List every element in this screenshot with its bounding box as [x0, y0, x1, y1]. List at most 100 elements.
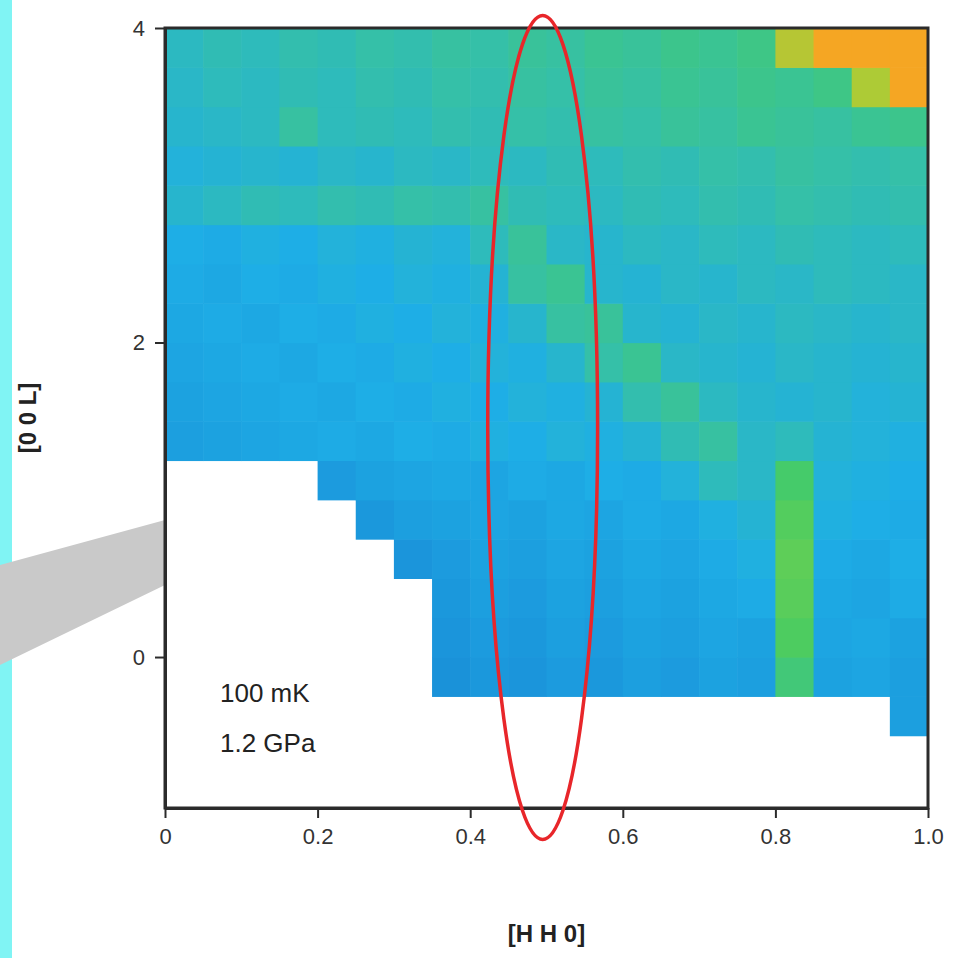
heat-cell: [852, 67, 891, 107]
heat-cell: [661, 28, 700, 68]
heat-cell: [623, 67, 662, 107]
tick-mark: [470, 808, 472, 818]
heat-cell: [394, 28, 433, 68]
heat-cell: [737, 225, 776, 265]
heat-cell: [699, 578, 738, 618]
heat-cell: [852, 500, 891, 540]
heat-cell: [890, 618, 928, 658]
heat-cell: [814, 657, 853, 697]
heat-cell: [814, 500, 853, 540]
heat-cell: [890, 460, 928, 500]
heat-cell: [470, 185, 509, 225]
heat-cell: [508, 382, 547, 422]
heat-cell: [394, 539, 433, 579]
heat-cell: [737, 382, 776, 422]
tick-mark: [775, 808, 777, 818]
heat-cell: [661, 421, 700, 461]
heat-cell: [852, 225, 891, 265]
heat-cell: [699, 500, 738, 540]
heat-cell: [356, 421, 395, 461]
heat-cell: [508, 225, 547, 265]
heat-cell: [241, 421, 280, 461]
heat-cell: [508, 460, 547, 500]
heat-cell: [241, 382, 280, 422]
tick-label: 1.0: [913, 824, 944, 849]
heat-cell: [699, 618, 738, 658]
heat-cell: [279, 343, 318, 383]
side-strip: [0, 0, 12, 958]
heat-cell: [623, 578, 662, 618]
heat-cell: [623, 107, 662, 147]
heat-cell: [623, 421, 662, 461]
heat-cell: [547, 264, 586, 304]
heat-cell: [890, 696, 928, 736]
heat-cell: [890, 539, 928, 579]
heat-cell: [356, 146, 395, 186]
axis-line: [164, 29, 167, 809]
heat-cell: [432, 657, 471, 697]
heat-cell: [318, 343, 357, 383]
tick: 0.8: [761, 808, 792, 849]
heat-cell: [394, 264, 433, 304]
heat-cell: [852, 618, 891, 658]
heat-cell: [279, 67, 318, 107]
tick-label: 4: [133, 16, 145, 41]
heat-cell: [508, 303, 547, 343]
heat-cell: [318, 146, 357, 186]
heat-cell: [279, 225, 318, 265]
heat-cell: [356, 264, 395, 304]
heat-cell: [737, 500, 776, 540]
tick-label: 0.6: [608, 824, 639, 849]
y-axis-title: [0 0 L]: [14, 383, 41, 454]
heat-cell: [623, 28, 662, 68]
heat-cell: [356, 225, 395, 265]
heat-cell: [279, 146, 318, 186]
heat-cell: [852, 107, 891, 147]
heat-cell: [661, 185, 700, 225]
heat-cell: [585, 539, 624, 579]
heat-cell: [814, 185, 853, 225]
heat-cell: [432, 382, 471, 422]
tick-label: 0: [133, 645, 145, 670]
heat-cell: [585, 28, 624, 68]
heat-cell: [547, 67, 586, 107]
heat-cell: [814, 67, 853, 107]
heat-cell: [508, 618, 547, 658]
heat-cell: [165, 185, 204, 225]
heat-cell: [661, 578, 700, 618]
heat-cell: [814, 28, 853, 68]
heat-cell: [699, 460, 738, 500]
heat-cell: [318, 107, 357, 147]
tick: 0: [159, 808, 171, 849]
heat-cell: [661, 460, 700, 500]
heat-cell: [165, 382, 204, 422]
heat-cell: [547, 303, 586, 343]
heat-cell: [585, 67, 624, 107]
cells: [165, 28, 928, 736]
heat-cell: [814, 303, 853, 343]
heat-cell: [623, 618, 662, 658]
heat-cell: [852, 264, 891, 304]
heat-cell: [394, 382, 433, 422]
heat-cell: [318, 28, 357, 68]
heat-cell: [203, 343, 242, 383]
heat-cell: [852, 28, 891, 68]
heat-cell: [165, 67, 204, 107]
heat-cell: [699, 185, 738, 225]
chart: 00.20.40.60.81.0024[H H 0][0 0 L]100 mK1…: [0, 0, 957, 958]
heat-cell: [775, 578, 814, 618]
heat-cell: [165, 343, 204, 383]
heat-cell: [394, 225, 433, 265]
heat-cell: [203, 264, 242, 304]
annotation: 1.2 GPa: [220, 728, 316, 758]
heat-cell: [814, 264, 853, 304]
heat-cell: [737, 657, 776, 697]
heat-cell: [432, 460, 471, 500]
heat-cell: [585, 460, 624, 500]
heat-cell: [699, 264, 738, 304]
heat-cell: [814, 225, 853, 265]
heat-cell: [623, 460, 662, 500]
heat-cell: [318, 421, 357, 461]
heat-cell: [432, 500, 471, 540]
tick-label: 0.8: [761, 824, 792, 849]
